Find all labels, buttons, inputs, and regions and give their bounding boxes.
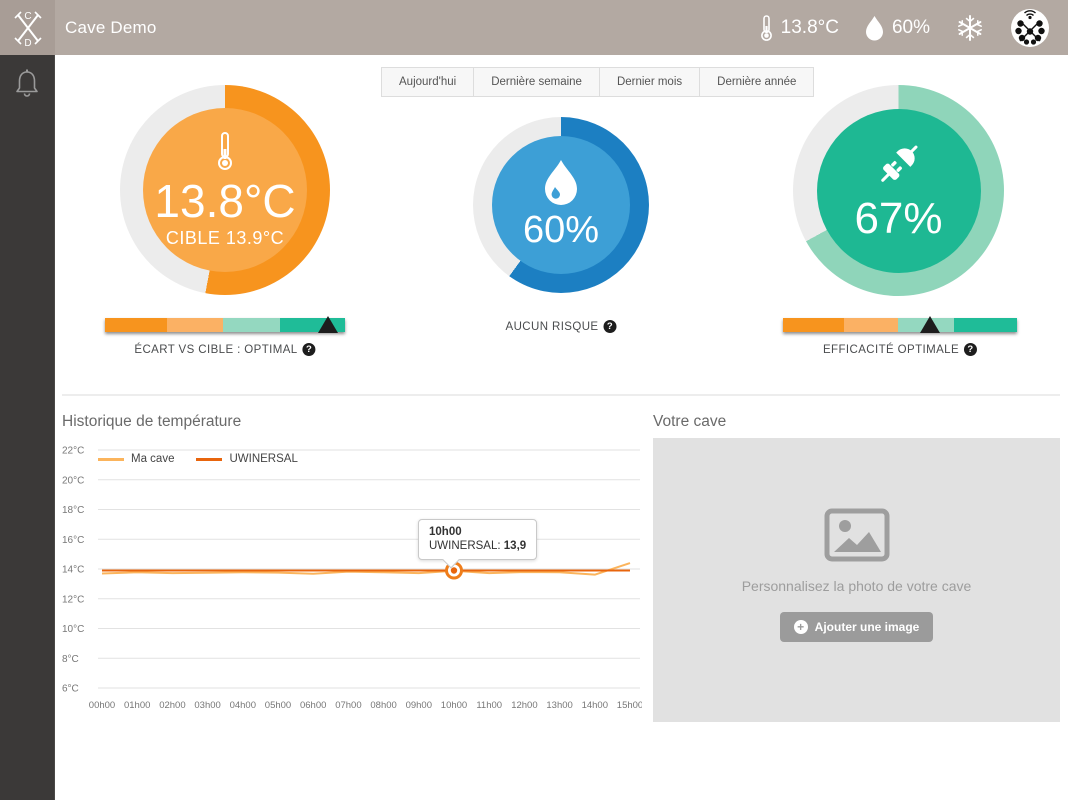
tab-last-month[interactable]: Dernier mois [599,67,701,97]
snowflake-icon [958,14,982,41]
energy-value: 67% [854,194,943,244]
header-humidity: 60% [865,15,930,41]
svg-text:20°C: 20°C [62,475,84,486]
tab-today[interactable]: Aujourd'hui [381,67,475,97]
svg-text:12°C: 12°C [62,594,84,605]
line-chart[interactable]: 22°C 20°C 18°C 16°C 14°C 12°C 10°C 8°C 6°C 00h00 0… [62,438,643,718]
energy-scale-bar [783,316,1017,333]
tooltip-time: 10h00 [429,526,462,539]
header-bar: Cave Demo 13.8°C 60% [55,0,1068,55]
connected-cellar-logo-icon[interactable] [1010,8,1050,48]
help-icon[interactable]: ? [302,343,316,356]
scale-segment [222,318,281,332]
legend-label: Ma cave [131,453,175,465]
svg-text:14h00: 14h00 [582,700,608,711]
scale-segment [953,318,1017,332]
energy-status-text: EFFICACITÉ OPTIMALE [822,343,960,356]
temperature-history-chart: 22°C 20°C 18°C 16°C 14°C 12°C 10°C 8°C 6°C 00h00 0… [62,438,643,718]
temperature-status: ÉCART VS CIBLE : OPTIMAL ? [134,343,316,356]
monogram-cd-icon: C D [13,11,42,48]
legend-swatch [196,457,223,461]
cave-placeholder-text: Personnalisez la photo de votre cave [741,578,972,594]
svg-text:22°C: 22°C [62,446,84,457]
cave-photo-placeholder: Personnalisez la photo de votre cave + A… [653,438,1060,722]
energy-status: EFFICACITÉ OPTIMALE ? [822,343,978,356]
help-icon[interactable]: ? [964,343,978,356]
tab-last-week[interactable]: Dernière semaine [474,67,600,97]
power-plug-icon [880,145,917,183]
temperature-scale-bar [105,316,345,333]
scale-segment [783,318,844,332]
svg-text:D: D [24,38,31,48]
svg-text:01h00: 01h00 [124,700,150,711]
temperature-gauge: 13.8°C CIBLE 13.9°C [120,85,330,295]
add-image-button[interactable]: + Ajouter une image [779,612,934,642]
image-placeholder-icon [824,508,889,562]
period-tabs: Aujourd'hui Dernière semaine Dernier moi… [381,67,815,97]
thermometer-icon [218,132,232,171]
humidity-gauge: 60% [473,117,649,293]
svg-text:13h00: 13h00 [546,700,572,711]
plus-icon: + [793,620,808,634]
humidity-status-text: AUCUN RISQUE [505,320,599,333]
cave-section-title: Votre cave [653,413,727,430]
legend-item-uwinersal: UWINERSAL [196,453,298,465]
notifications-bell-icon[interactable] [13,69,41,99]
svg-text:00h00: 00h00 [89,700,115,711]
humidity-value: 60% [522,209,600,252]
energy-gauge: 67% [793,85,1004,296]
app-logo[interactable]: C D [0,0,55,55]
svg-text:16°C: 16°C [62,535,84,546]
chart-tooltip: 10h00 UWINERSAL: 13,9 [418,519,538,569]
svg-text:06h00: 06h00 [300,700,326,711]
sidebar: C D [0,0,55,800]
humidity-status: AUCUN RISQUE ? [506,320,617,333]
history-section-title: Historique de température [62,413,242,430]
svg-text:8°C: 8°C [62,654,79,665]
page-title: Cave Demo [65,17,157,37]
svg-text:10°C: 10°C [62,624,84,635]
scale-segment [105,318,168,332]
thermometer-icon [760,14,772,41]
legend-swatch [98,457,124,461]
svg-text:6°C: 6°C [62,684,79,695]
add-image-button-label: Ajouter une image [814,620,920,634]
svg-text:C: C [24,11,31,22]
droplet-icon [865,15,883,40]
svg-text:12h00: 12h00 [511,700,537,711]
svg-text:10h00: 10h00 [441,700,467,711]
chart-legend: Ma cave UWINERSAL [98,453,298,465]
header-temperature: 13.8°C [760,14,839,42]
scale-segment [843,318,898,332]
header-temperature-value: 13.8°C [780,16,839,38]
scale-marker [318,316,339,333]
svg-text:15h00: 15h00 [617,700,642,711]
scale-segment [167,318,223,332]
legend-item-ma-cave: Ma cave [98,453,174,465]
tooltip-series-label: UWINERSAL: [429,540,501,553]
temperature-status-text: ÉCART VS CIBLE : OPTIMAL [134,343,298,356]
tab-last-year[interactable]: Dernière année [700,67,815,97]
help-icon[interactable]: ? [603,320,617,333]
svg-text:07h00: 07h00 [335,700,361,711]
temperature-target: CIBLE 13.9°C [165,227,285,248]
svg-text:18°C: 18°C [62,505,84,516]
section-divider [62,394,1060,396]
svg-text:05h00: 05h00 [265,700,291,711]
droplet-icon [545,160,577,206]
svg-text:03h00: 03h00 [194,700,220,711]
scale-marker [920,316,941,333]
tooltip-value: 13,9 [503,540,527,553]
legend-label: UWINERSAL [229,453,298,465]
svg-text:09h00: 09h00 [406,700,432,711]
svg-text:11h00: 11h00 [476,700,502,711]
svg-text:14°C: 14°C [62,565,84,576]
header-humidity-value: 60% [891,16,930,38]
svg-text:02h00: 02h00 [159,700,185,711]
svg-text:04h00: 04h00 [230,700,256,711]
temperature-value: 13.8°C [154,175,296,228]
svg-text:08h00: 08h00 [370,700,396,711]
